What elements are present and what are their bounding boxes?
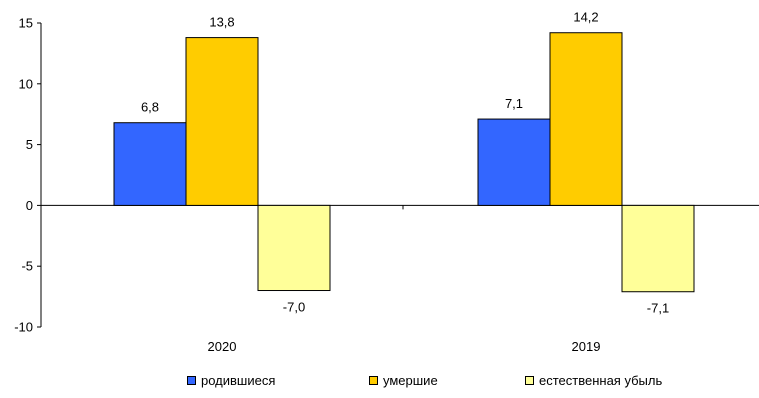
legend-item-natural-decrease: естественная убыль bbox=[525, 373, 662, 388]
y-tick-label: -10 bbox=[14, 320, 33, 335]
bars bbox=[113, 32, 695, 293]
bar-natural-decrease-2020 bbox=[257, 204, 331, 292]
data-label: -7,0 bbox=[283, 300, 305, 315]
bar-natural-decrease-2019 bbox=[621, 204, 695, 293]
legend-label-births: родившиеся bbox=[201, 373, 276, 388]
legend-label-natural-decrease: естественная убыль bbox=[539, 373, 663, 388]
bar-births-2019 bbox=[477, 118, 551, 206]
data-label: -7,1 bbox=[647, 301, 669, 316]
y-tick-label: 15 bbox=[19, 16, 33, 31]
data-label: 7,1 bbox=[505, 96, 523, 111]
y-tick-label: -5 bbox=[21, 259, 33, 274]
y-tick-label: 10 bbox=[19, 76, 33, 91]
data-label: 14,2 bbox=[573, 10, 598, 25]
x-tick-label: 2020 bbox=[208, 339, 237, 354]
y-tick-label: 5 bbox=[26, 137, 33, 152]
x-tick-label: 2019 bbox=[572, 339, 601, 354]
legend-item-deaths: умершие bbox=[369, 373, 438, 388]
legend-swatch-deaths bbox=[369, 376, 378, 385]
legend-item-births: родившиеся bbox=[187, 373, 275, 388]
y-tick-label: 0 bbox=[26, 198, 33, 213]
data-label: 13,8 bbox=[209, 15, 234, 30]
bar-deaths-2019 bbox=[549, 32, 623, 206]
data-label: 6,8 bbox=[141, 100, 159, 115]
legend-swatch-births bbox=[187, 376, 196, 385]
legend: родившиеся умершие естественная убыль bbox=[0, 373, 759, 389]
data-labels: 6,8 13,8 -7,0 7,1 14,2 -7,1 bbox=[141, 10, 669, 316]
bar-births-2020 bbox=[113, 122, 187, 206]
bar-deaths-2020 bbox=[185, 37, 259, 206]
legend-swatch-natural-decrease bbox=[525, 376, 534, 385]
legend-label-deaths: умершие bbox=[383, 373, 438, 388]
